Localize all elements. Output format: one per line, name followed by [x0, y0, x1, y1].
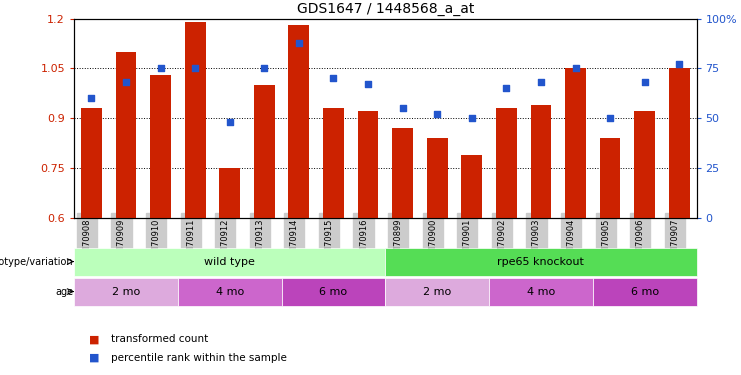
Bar: [178, 278, 282, 306]
Text: ■: ■: [89, 334, 99, 344]
Point: [259, 65, 270, 71]
Text: 4 mo: 4 mo: [527, 286, 555, 297]
Point: [362, 81, 374, 87]
Bar: [81, 108, 102, 218]
Point: [570, 65, 582, 71]
Bar: [358, 111, 379, 218]
Point: [328, 75, 339, 81]
Text: age: age: [56, 286, 73, 297]
Title: GDS1647 / 1448568_a_at: GDS1647 / 1448568_a_at: [296, 2, 474, 16]
Point: [639, 80, 651, 86]
Point: [604, 115, 616, 121]
Text: 6 mo: 6 mo: [319, 286, 348, 297]
Bar: [385, 278, 489, 306]
Bar: [74, 278, 178, 306]
Text: 6 mo: 6 mo: [631, 286, 659, 297]
Point: [189, 65, 201, 71]
Text: 2 mo: 2 mo: [423, 286, 451, 297]
Point: [155, 65, 167, 71]
Bar: [323, 108, 344, 218]
Text: percentile rank within the sample: percentile rank within the sample: [111, 353, 287, 363]
Point: [85, 95, 97, 101]
Point: [293, 40, 305, 46]
Bar: [489, 278, 593, 306]
Text: transformed count: transformed count: [111, 334, 208, 344]
Bar: [385, 248, 697, 276]
Bar: [599, 138, 620, 218]
Bar: [496, 108, 516, 218]
Bar: [254, 85, 275, 218]
Bar: [427, 138, 448, 218]
Bar: [565, 68, 586, 218]
Bar: [185, 22, 205, 217]
Bar: [219, 168, 240, 217]
Bar: [593, 278, 697, 306]
Bar: [462, 154, 482, 218]
Text: 4 mo: 4 mo: [216, 286, 244, 297]
Point: [674, 62, 685, 68]
Text: genotype/variation: genotype/variation: [0, 256, 73, 267]
Bar: [74, 248, 385, 276]
Point: [535, 80, 547, 86]
Point: [120, 80, 132, 86]
Bar: [634, 111, 655, 218]
Text: 2 mo: 2 mo: [112, 286, 140, 297]
Point: [396, 105, 408, 111]
Bar: [282, 278, 385, 306]
Text: rpe65 knockout: rpe65 knockout: [497, 256, 585, 267]
Bar: [150, 75, 171, 217]
Point: [431, 111, 443, 117]
Point: [500, 86, 512, 92]
Point: [224, 119, 236, 125]
Text: ■: ■: [89, 353, 99, 363]
Point: [466, 115, 478, 121]
Bar: [288, 26, 309, 218]
Bar: [392, 128, 413, 217]
Bar: [531, 105, 551, 218]
Text: wild type: wild type: [205, 256, 255, 267]
Bar: [116, 52, 136, 217]
Bar: [669, 68, 690, 218]
